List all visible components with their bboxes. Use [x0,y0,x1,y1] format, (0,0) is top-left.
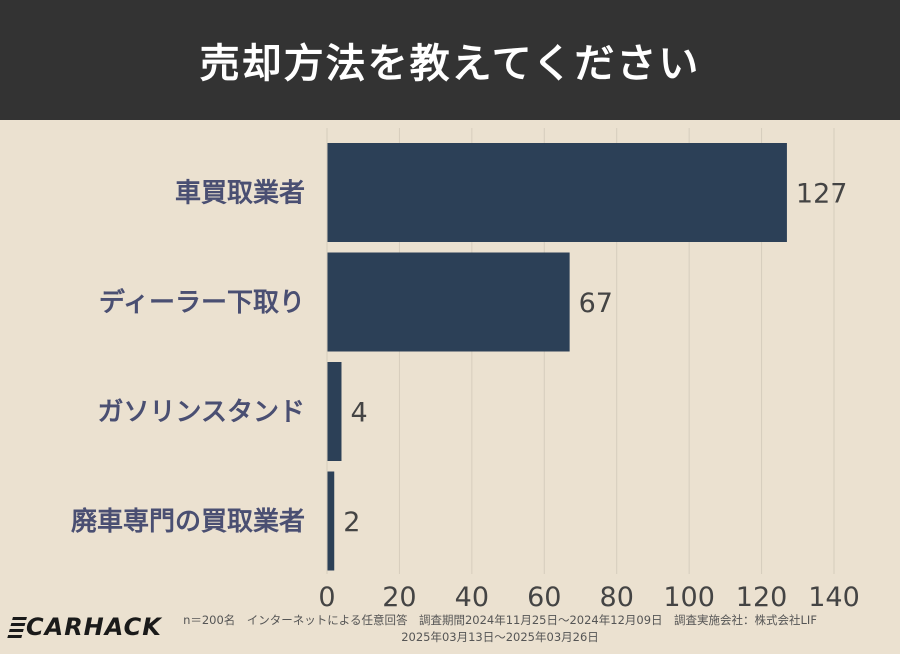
value-label: 2 [343,507,360,538]
category-label: 車買取業者 [175,179,305,209]
x-tick-label: 120 [736,582,788,613]
x-tick-label: 40 [455,582,489,613]
logo-text: CARHACK [26,613,162,641]
logo-stripes-icon [7,617,27,639]
value-label: 127 [796,179,848,210]
value-label: 4 [350,398,367,429]
survey-note: n＝200名 インターネットによる任意回答 調査期間2024年11月25日〜20… [140,612,860,646]
x-tick-label: 140 [808,582,860,613]
survey-note-line2: 2025年03月13日〜2025年03月26日 [401,630,599,644]
survey-note-line1: n＝200名 インターネットによる任意回答 調査期間2024年11月25日〜20… [183,613,817,627]
carhack-logo: CARHACK [7,613,162,641]
bar [327,143,787,242]
bar [327,471,335,571]
x-tick-label: 0 [318,582,335,613]
category-label: ガソリンスタンド [98,398,305,428]
bar [327,252,570,352]
x-tick-label: 60 [527,582,561,613]
x-tick-label: 20 [382,582,416,613]
value-label: 67 [579,288,613,319]
x-tick-label: 100 [663,582,715,613]
chart-title: 売却方法を教えてください [199,41,701,87]
category-label: 廃車専門の買取業者 [71,506,305,537]
chart-header: 売却方法を教えてください [0,0,900,120]
category-label: ディーラー下取り [99,287,305,318]
bar [327,362,342,461]
x-tick-label: 80 [600,582,634,613]
